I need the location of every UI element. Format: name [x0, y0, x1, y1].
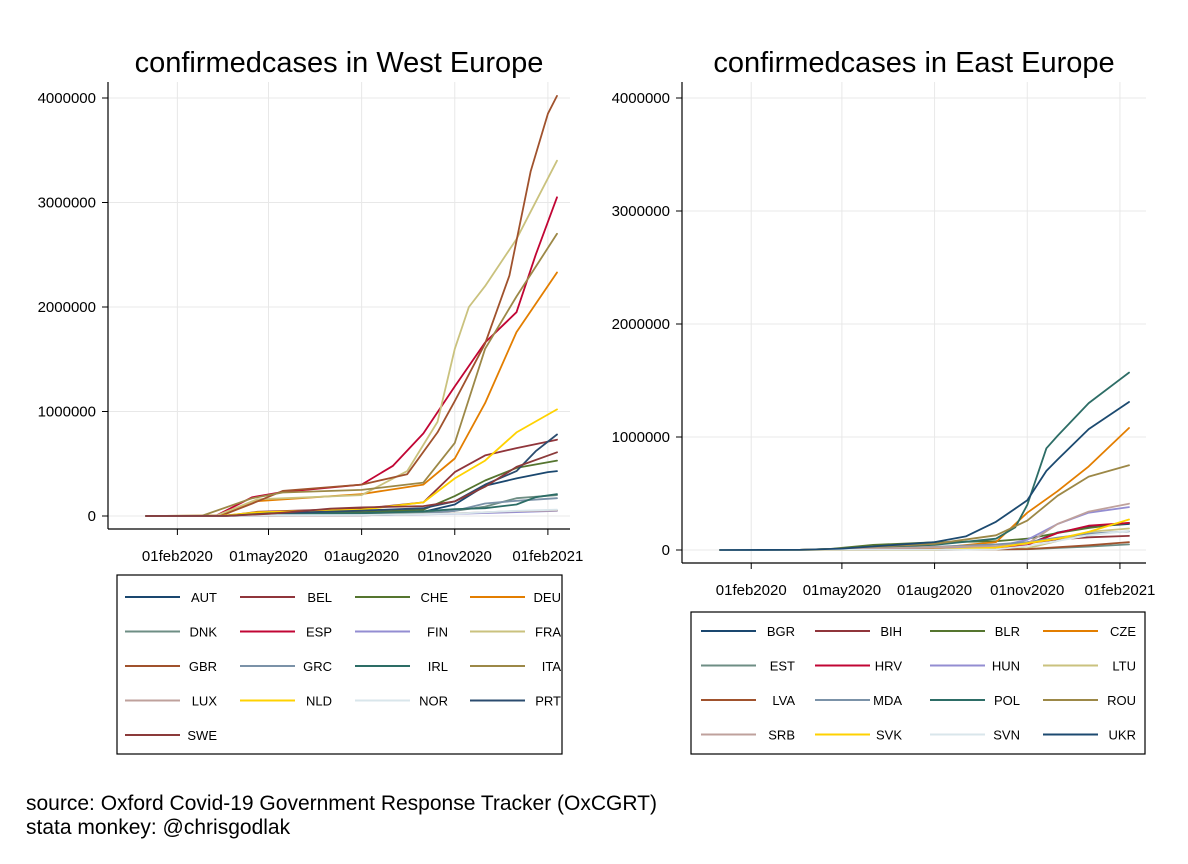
legend-label-che: CHE — [421, 590, 449, 605]
legend-label-lva: LVA — [772, 693, 795, 708]
y-tick-label: 2000000 — [612, 316, 670, 333]
legend-label-deu: DEU — [534, 590, 561, 605]
y-tick-label: 4000000 — [612, 90, 670, 107]
legend-label-est: EST — [770, 659, 795, 674]
x-tick-label: 01feb2020 — [716, 582, 787, 599]
author-note: stata monkey: @chrisgodlak — [26, 816, 291, 839]
west-chart-title: confirmedcases in West Europe — [135, 47, 544, 79]
y-tick-label: 0 — [662, 542, 670, 559]
legend-label-grc: GRC — [303, 659, 332, 674]
legend-label-fin: FIN — [427, 625, 448, 640]
legend-label-lux: LUX — [192, 694, 218, 709]
x-tick-label: 01feb2021 — [512, 548, 583, 565]
legend-label-fra: FRA — [535, 625, 561, 640]
legend-label-svn: SVN — [993, 728, 1020, 743]
y-tick-label: 3000000 — [612, 203, 670, 220]
x-tick-label: 01nov2020 — [418, 548, 492, 565]
legend-label-bel: BEL — [307, 590, 332, 605]
series-line-fra — [145, 159, 558, 517]
y-tick-label: 4000000 — [38, 90, 96, 107]
legend-label-svk: SVK — [876, 728, 902, 743]
legend-label-bgr: BGR — [767, 624, 795, 639]
series-line-swe — [145, 451, 558, 517]
x-tick-label: 01may2020 — [229, 548, 307, 565]
y-tick-label: 3000000 — [38, 195, 96, 212]
legend-label-ita: ITA — [542, 659, 562, 674]
series-line-gbr — [145, 95, 558, 517]
legend-label-swe: SWE — [187, 728, 217, 743]
legend-label-blr: BLR — [995, 624, 1020, 639]
source-note: source: Oxford Covid-19 Government Respo… — [26, 792, 657, 815]
legend-box — [116, 574, 563, 755]
legend-label-nor: NOR — [419, 694, 448, 709]
legend-label-mda: MDA — [873, 693, 902, 708]
x-tick-label: 01feb2021 — [1084, 582, 1155, 599]
legend-label-prt: PRT — [535, 694, 561, 709]
y-tick-label: 2000000 — [38, 299, 96, 316]
legend-label-srb: SRB — [768, 728, 795, 743]
legend: BGR BIH BLR CZE EST HRV HUN LTU LVA MDA POL ROU SRB S… — [690, 611, 1146, 755]
legend-label-hrv: HRV — [875, 659, 903, 674]
legend-label-esp: ESP — [306, 625, 332, 640]
y-tick-label: 1000000 — [38, 404, 96, 421]
y-tick-label: 1000000 — [612, 429, 670, 446]
legend-label-ukr: UKR — [1109, 728, 1136, 743]
x-tick-label: 01aug2020 — [897, 582, 972, 599]
y-tick-label: 0 — [88, 508, 96, 525]
series-line-ita — [145, 232, 558, 517]
west-europe-panel: confirmedcases in West Europe 0 1000000 20… — [38, 47, 583, 755]
x-tick-label: 01nov2020 — [990, 582, 1064, 599]
series-line-pol — [719, 371, 1130, 551]
legend-label-rou: ROU — [1107, 693, 1136, 708]
legend-label-aut: AUT — [191, 590, 217, 605]
legend-label-irl: IRL — [428, 659, 448, 674]
legend-label-cze: CZE — [1110, 624, 1136, 639]
series-line-esp — [145, 196, 558, 517]
series-line-nld — [145, 408, 558, 517]
x-tick-label: 01aug2020 — [324, 548, 399, 565]
legend-box — [690, 611, 1146, 755]
legend-label-gbr: GBR — [189, 659, 217, 674]
legend-label-ltu: LTU — [1112, 659, 1136, 674]
legend-label-bih: BIH — [880, 624, 902, 639]
legend-label-hun: HUN — [992, 659, 1020, 674]
series-line-ukr — [719, 401, 1130, 551]
legend-label-nld: NLD — [306, 694, 332, 709]
legend-label-dnk: DNK — [190, 625, 218, 640]
x-tick-label: 01may2020 — [803, 582, 881, 599]
legend: AUT BEL CHE DEU DNK ESP FIN FRA GBR GRC IRL ITA LUX N… — [116, 574, 563, 755]
x-tick-label: 01feb2020 — [142, 548, 213, 565]
east-chart-title: confirmedcases in East Europe — [713, 47, 1114, 79]
legend-label-pol: POL — [994, 693, 1020, 708]
east-europe-panel: confirmedcases in East Europe 0 1000000 20… — [612, 47, 1155, 755]
